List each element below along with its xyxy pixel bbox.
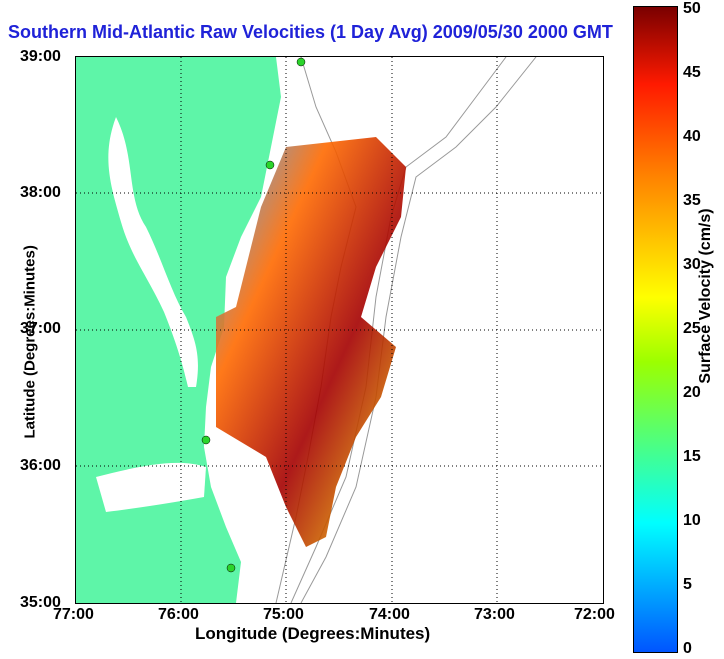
y-axis-label: Latitude (Degrees:Minutes) xyxy=(21,245,39,439)
x-tick-5: 72:00 xyxy=(574,606,615,623)
map-grid xyxy=(76,57,603,603)
cbar-tick-30: 30 xyxy=(683,256,701,273)
x-tick-0: 77:00 xyxy=(53,606,94,623)
x-tick-2: 75:00 xyxy=(263,606,304,623)
colorbar-label: Surface Velocity (cm/s) xyxy=(697,208,714,384)
cbar-tick-15: 15 xyxy=(683,448,701,465)
x-tick-4: 73:00 xyxy=(474,606,515,623)
x-tick-3: 74:00 xyxy=(369,606,410,623)
cbar-tick-25: 25 xyxy=(683,320,701,337)
y-tick-0: 39:00 xyxy=(20,48,61,65)
cbar-tick-10: 10 xyxy=(683,512,701,529)
station-marker xyxy=(226,563,236,573)
x-tick-1: 76:00 xyxy=(158,606,199,623)
pamlico-water xyxy=(96,462,206,512)
map-svg xyxy=(76,57,603,603)
colorbar xyxy=(633,6,678,653)
bay-water xyxy=(108,117,198,387)
station-markers xyxy=(201,57,306,573)
bathy-contour-3 xyxy=(300,57,537,603)
cbar-tick-5: 5 xyxy=(683,576,692,593)
map-title: Southern Mid-Atlantic Raw Velocities (1 … xyxy=(8,22,613,42)
station-marker xyxy=(296,57,306,67)
y-tick-4: 35:00 xyxy=(20,594,61,611)
cbar-tick-0: 0 xyxy=(683,640,692,657)
y-tick-2: 37:00 xyxy=(20,320,61,337)
station-marker xyxy=(265,160,275,170)
x-axis-label: Longitude (Degrees:Minutes) xyxy=(195,624,431,643)
cbar-tick-45: 45 xyxy=(683,64,701,81)
station-marker xyxy=(201,435,211,445)
y-tick-3: 36:00 xyxy=(20,457,61,474)
cbar-tick-40: 40 xyxy=(683,128,701,145)
map-panel[interactable] xyxy=(75,56,604,604)
y-tick-1: 38:00 xyxy=(20,184,61,201)
cbar-tick-20: 20 xyxy=(683,384,701,401)
cbar-tick-35: 35 xyxy=(683,192,701,209)
cbar-tick-50: 50 xyxy=(683,0,701,17)
colorbar-gradient xyxy=(634,7,677,652)
velocity-field xyxy=(216,137,406,547)
colorbar-svg xyxy=(634,7,677,652)
